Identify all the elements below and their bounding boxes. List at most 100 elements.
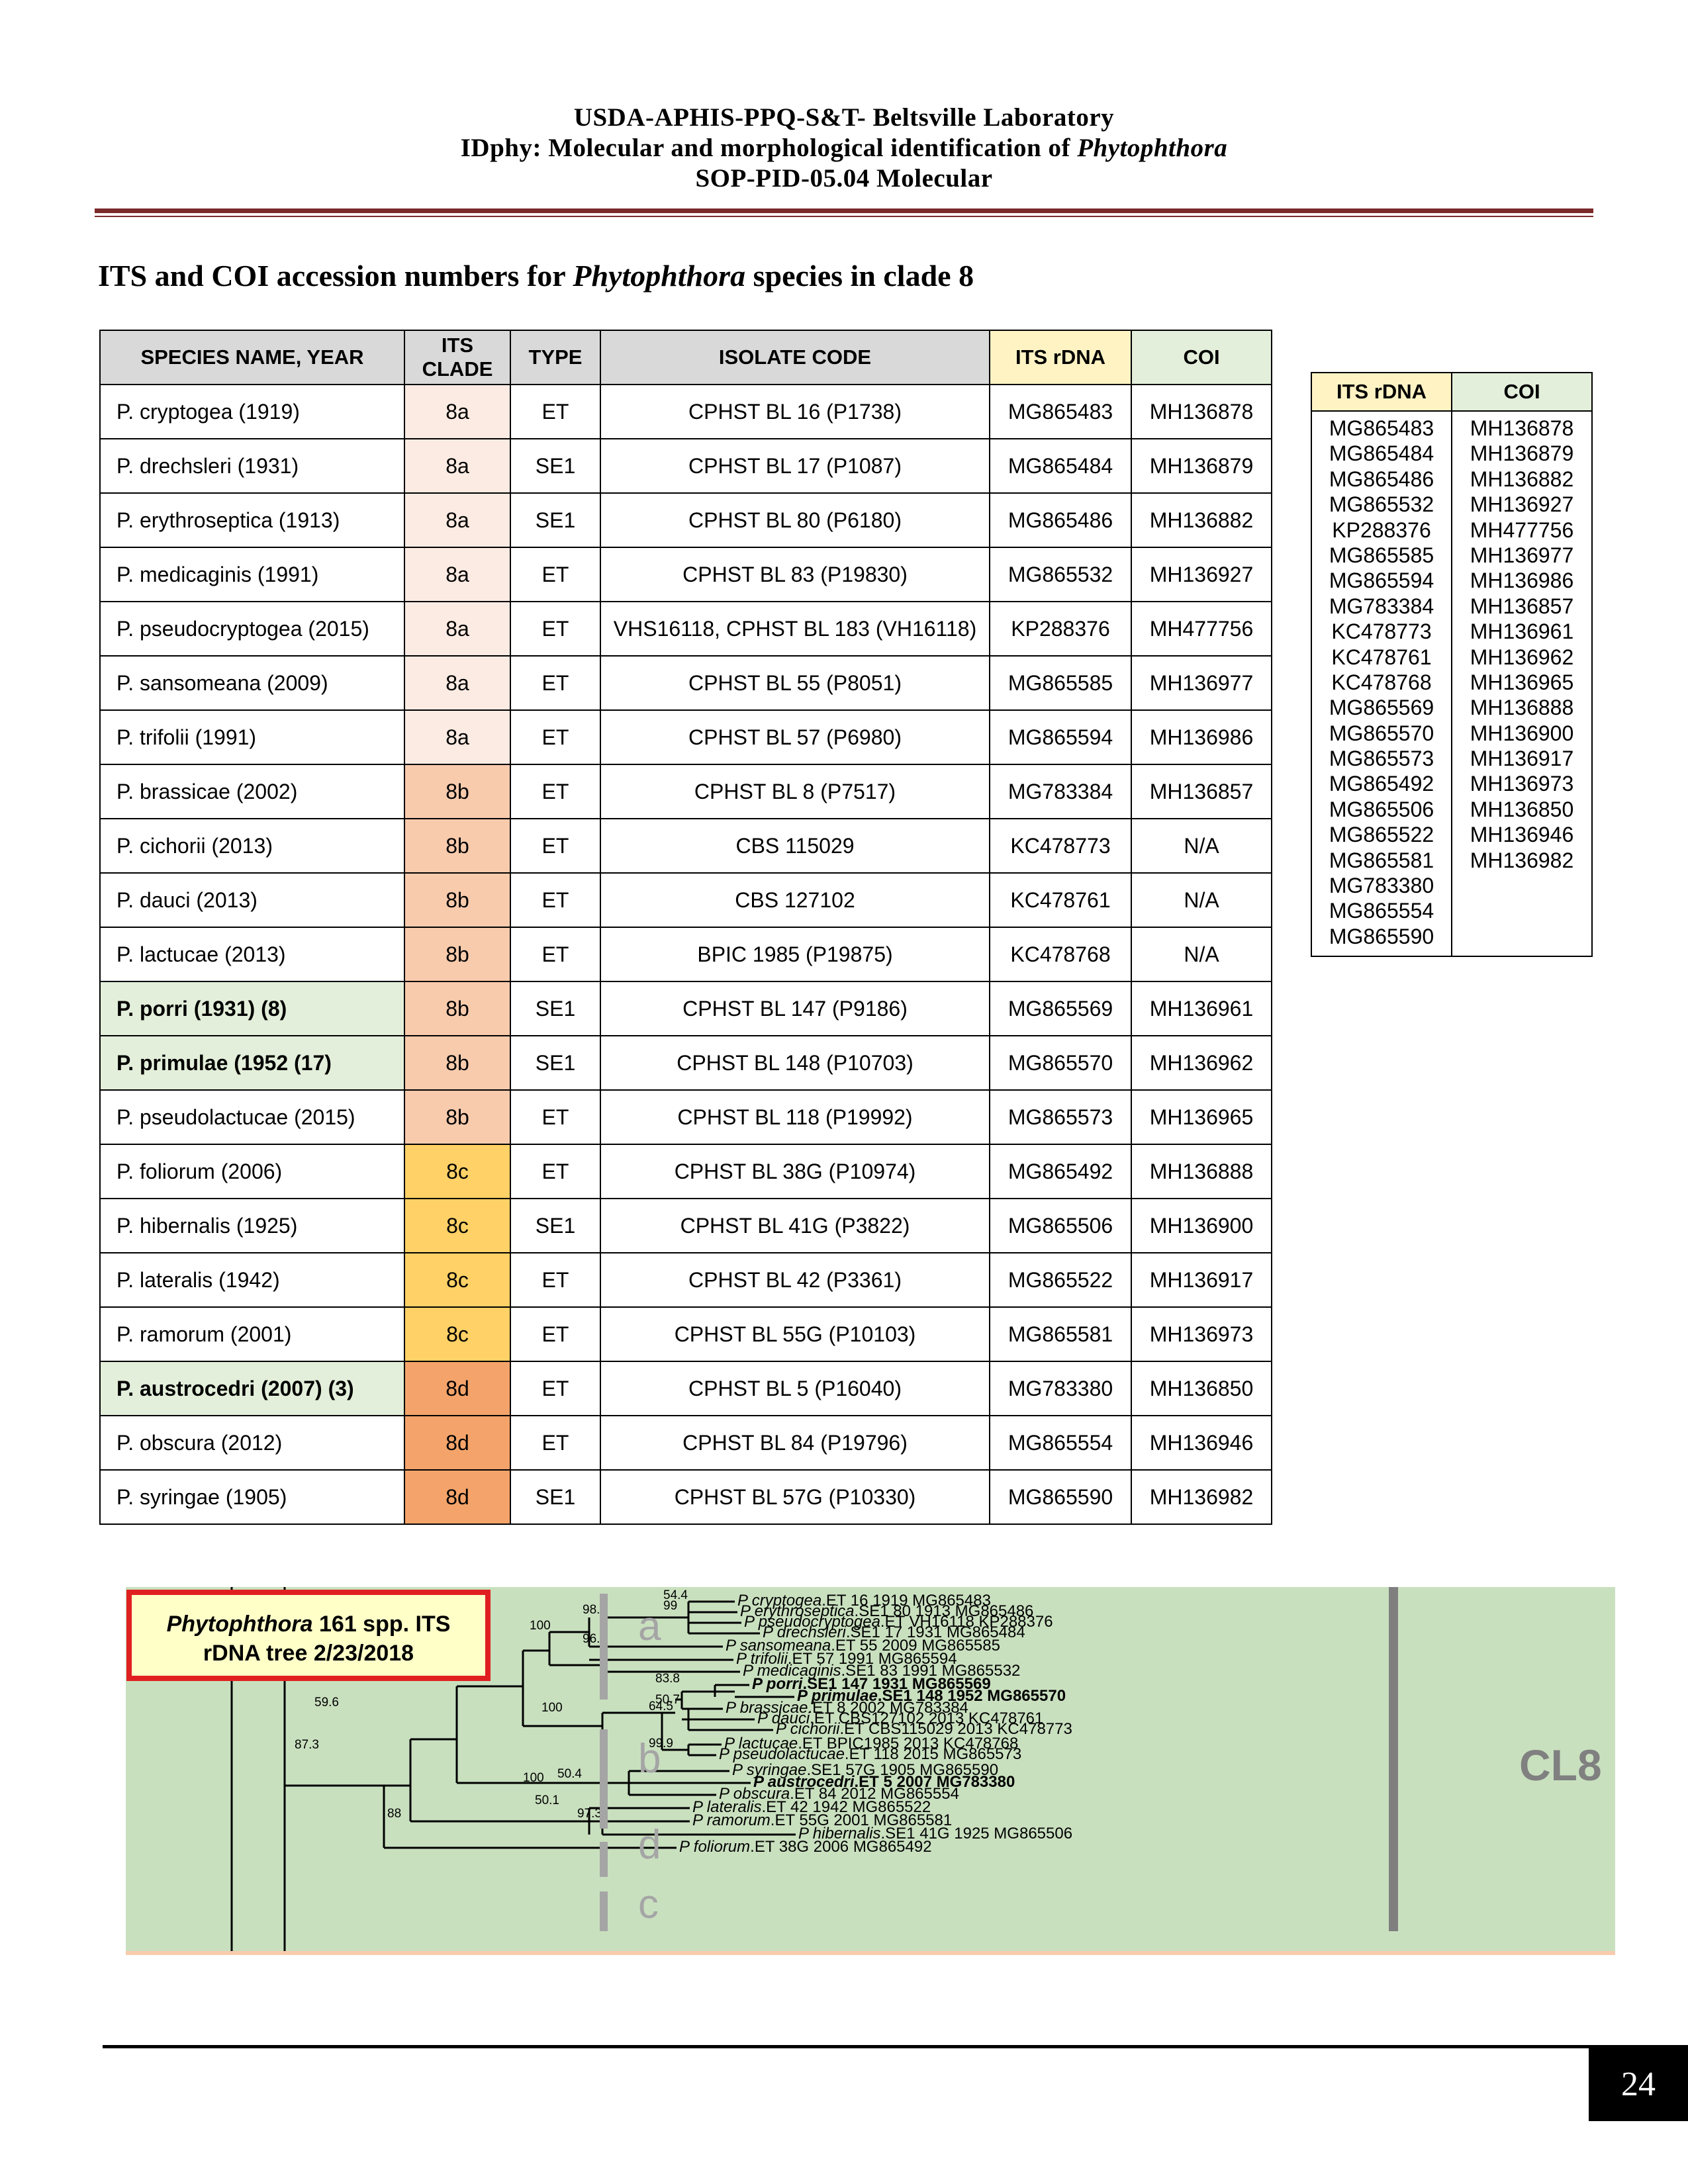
- clade-cell: 8a: [404, 492, 511, 548]
- tree-title-genus: Phytophthora: [166, 1612, 313, 1637]
- summary-coi-value: MH136927: [1470, 492, 1574, 517]
- clade-cell: 8a: [404, 709, 511, 765]
- tree-leaf-label: P foliorum.ET 38G 2006 MG865492: [679, 1838, 932, 1856]
- its-cell: KP288376: [989, 601, 1132, 657]
- type-cell: SE1: [510, 1469, 601, 1525]
- species-cell: P. brassicae (2002): [99, 764, 405, 819]
- summary-coi-value: MH136878: [1470, 416, 1574, 440]
- header-its: ITS rDNA: [989, 330, 1132, 385]
- summary-table-row: MG865483 MG865484 MG865486 MG865532 KP288376…: [1311, 411, 1593, 958]
- species-cell: P. porri (1931) (8): [99, 981, 405, 1036]
- bootstrap-value: 99.9: [649, 1737, 673, 1751]
- tree-leaf-species: P obscura: [719, 1785, 790, 1803]
- clade-cell: 8b: [404, 872, 511, 928]
- its-cell: MG865570: [989, 1035, 1132, 1091]
- tree-leaf-species: P trifolii: [736, 1650, 788, 1668]
- tree-bottom-strip: [126, 1951, 1615, 1955]
- species-cell: P. austrocedri (2007) (3): [99, 1361, 405, 1416]
- clade-cell: 8c: [404, 1306, 511, 1362]
- table-row: P. obscura (2012) 8d ET CPHST BL 84 (P19796…: [99, 1415, 1272, 1471]
- isolate-cell: CPHST BL 41G (P3822): [600, 1198, 990, 1253]
- tree-leaf-label: P primulae.SE1 148 1952 MG865570: [797, 1687, 1066, 1705]
- isolate-cell: CBS 115029: [600, 818, 990, 874]
- tree-leaf-species: P austrocedri: [753, 1773, 855, 1791]
- summary-its-value: MG865532: [1329, 492, 1434, 517]
- species-cell: P. cichorii (2013): [99, 818, 405, 874]
- its-cell: MG783380: [989, 1361, 1132, 1416]
- summary-its-value: KC478761: [1331, 645, 1432, 669]
- its-cell: MG783384: [989, 764, 1132, 819]
- bootstrap-value: 50.7: [655, 1693, 680, 1707]
- clade-cell: 8b: [404, 1035, 511, 1091]
- tree-leaf-species: P dauci: [757, 1709, 810, 1727]
- summary-its-value: MG783384: [1329, 594, 1434, 618]
- subclade-label: c: [638, 1882, 659, 1927]
- tree-leaf-species: P foliorum: [679, 1838, 750, 1856]
- coi-cell: MH136917: [1131, 1252, 1272, 1308]
- tree-leaf-label: P austrocedri.ET 5 2007 MG783380: [753, 1773, 1015, 1791]
- tree-leaf-label: P lactucae.ET BPIC1985 2013 KC478768: [724, 1735, 1018, 1752]
- summary-coi-value: MH136965: [1470, 670, 1574, 694]
- bootstrap-value: 100: [541, 1701, 563, 1715]
- coi-cell: MH136900: [1131, 1198, 1272, 1253]
- its-cell: MG865484: [989, 438, 1132, 494]
- tree-title-line-2: rDNA tree 2/23/2018: [203, 1641, 414, 1666]
- tree-leaf-details: .SE1 83 1991 MG865532: [841, 1662, 1021, 1680]
- table-row: P. austrocedri (2007) (3) 8d ET CPHST BL 5 …: [99, 1361, 1272, 1416]
- isolate-cell: CPHST BL 38G (P10974): [600, 1144, 990, 1199]
- isolate-cell: CPHST BL 55 (P8051): [600, 655, 990, 711]
- tree-leaf-label: P trifolii.ET 57 1991 MG865594: [736, 1650, 957, 1668]
- summary-coi-value: MH136982: [1470, 848, 1574, 872]
- tree-leaf-details: .ET 84 2012 MG865554: [790, 1785, 959, 1803]
- clade-cell: 8b: [404, 764, 511, 819]
- type-cell: SE1: [510, 492, 601, 548]
- its-cell: MG865585: [989, 655, 1132, 711]
- table-row: P. ramorum (2001) 8c ET CPHST BL 55G (P1010…: [99, 1306, 1272, 1362]
- type-cell: SE1: [510, 981, 601, 1036]
- tree-leaf-species: P syringae: [732, 1761, 807, 1779]
- its-cell: KC478773: [989, 818, 1132, 874]
- its-cell: MG865590: [989, 1469, 1132, 1525]
- type-cell: ET: [510, 1144, 601, 1199]
- bootstrap-value: 97.3: [577, 1807, 602, 1821]
- clade-cell: 8d: [404, 1361, 511, 1416]
- tree-leaf-label: P brassicae.ET 8 2002 MG783384: [726, 1699, 968, 1717]
- tree-leaf-species: P medicaginis: [743, 1662, 841, 1680]
- tree-leaf-label: P cichorii.ET CBS115029 2013 KC478773: [776, 1720, 1072, 1738]
- coi-cell: N/A: [1131, 872, 1272, 928]
- coi-cell: MH136888: [1131, 1144, 1272, 1199]
- summary-coi-column: MH136878 MH136879 MH136882 MH136927 MH477756…: [1451, 411, 1593, 958]
- its-cell: MG865506: [989, 1198, 1132, 1253]
- tree-leaf-label: P pseudocryptogea.ET VH16118 KP288376: [744, 1613, 1053, 1631]
- type-cell: ET: [510, 818, 601, 874]
- species-cell: P. lateralis (1942): [99, 1252, 405, 1308]
- tree-leaf-details: .SE1 147 1931 MG865569: [802, 1675, 990, 1693]
- type-cell: ET: [510, 927, 601, 982]
- species-cell: P. erythroseptica (1913): [99, 492, 405, 548]
- summary-its-value: KP288376: [1332, 518, 1431, 542]
- summary-coi-value: MH136946: [1470, 823, 1574, 847]
- table-row: P. hibernalis (1925) 8c SE1 CPHST BL 41G (P…: [99, 1198, 1272, 1253]
- table-row: P. lactucae (2013) 8b ET BPIC 1985 (P19875)…: [99, 927, 1272, 982]
- table-row: P. pseudocryptogea (2015) 8a ET VHS16118, C…: [99, 601, 1272, 657]
- coi-cell: MH136986: [1131, 709, 1272, 765]
- summary-its-value: MG865594: [1329, 569, 1434, 593]
- coi-cell: MH136965: [1131, 1089, 1272, 1145]
- coi-cell: MH136879: [1131, 438, 1272, 494]
- summary-coi-value: MH136882: [1470, 467, 1574, 491]
- summary-its-value: MG865570: [1329, 721, 1434, 745]
- tree-leaf-species: P porri: [752, 1675, 804, 1693]
- isolate-cell: CPHST BL 118 (P19992): [600, 1089, 990, 1145]
- summary-header-its: ITS rDNA: [1311, 372, 1452, 412]
- summary-its-value: MG865569: [1329, 696, 1434, 720]
- tree-leaf-details: .SE1 17 1931 MG865484: [846, 1623, 1025, 1641]
- clade-cell: 8b: [404, 927, 511, 982]
- tree-title-box: Phytophthora 161 spp. ITS rDNA tree 2/23…: [126, 1590, 491, 1681]
- table-row: P. drechsleri (1931) 8a SE1 CPHST BL 17 (P1…: [99, 438, 1272, 494]
- isolate-cell: CPHST BL 42 (P3361): [600, 1252, 990, 1308]
- bootstrap-value: 88: [387, 1807, 401, 1821]
- subclade-bar: [600, 1594, 608, 1700]
- section-title-genus: Phytophthora: [573, 259, 746, 293]
- bootstrap-value: 59.6: [314, 1696, 339, 1709]
- summary-coi-value: MH136888: [1470, 696, 1574, 720]
